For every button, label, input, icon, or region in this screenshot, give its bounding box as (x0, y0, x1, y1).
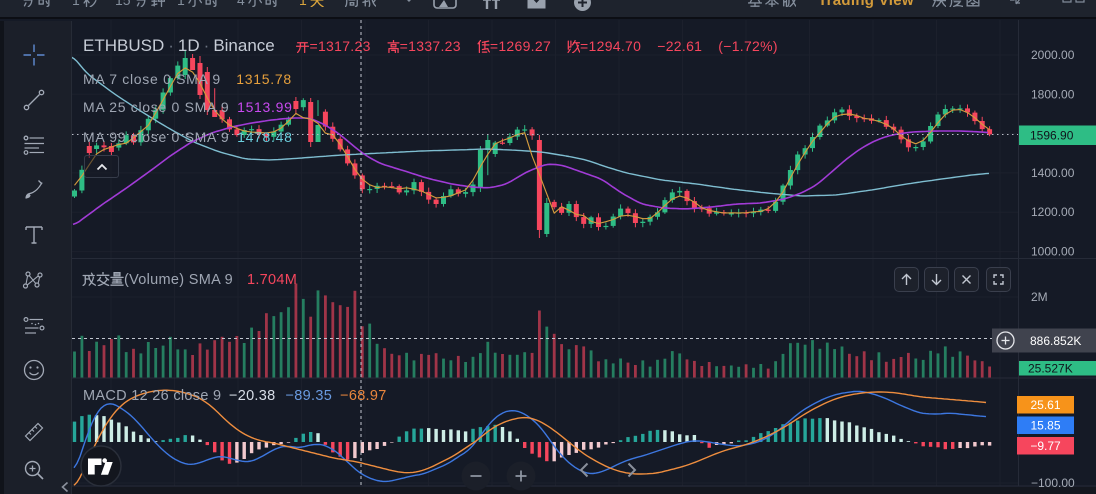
svg-text:2M: 2M (1031, 290, 1048, 304)
svg-text:886.852K: 886.852K (1030, 334, 1081, 348)
svg-text:1596.90: 1596.90 (1030, 129, 1074, 143)
svg-text:−100.00: −100.00 (1031, 476, 1075, 490)
svg-text:1400.00: 1400.00 (1031, 166, 1075, 180)
svg-text:25.527K: 25.527K (1028, 362, 1073, 376)
svg-text:1800.00: 1800.00 (1031, 87, 1075, 101)
svg-text:2000.00: 2000.00 (1031, 48, 1075, 62)
svg-text:1200.00: 1200.00 (1031, 205, 1075, 219)
svg-text:25.61: 25.61 (1030, 398, 1060, 412)
svg-text:1000.00: 1000.00 (1031, 245, 1075, 259)
svg-text:−9.77: −9.77 (1030, 439, 1061, 453)
svg-text:15.85: 15.85 (1030, 419, 1060, 433)
